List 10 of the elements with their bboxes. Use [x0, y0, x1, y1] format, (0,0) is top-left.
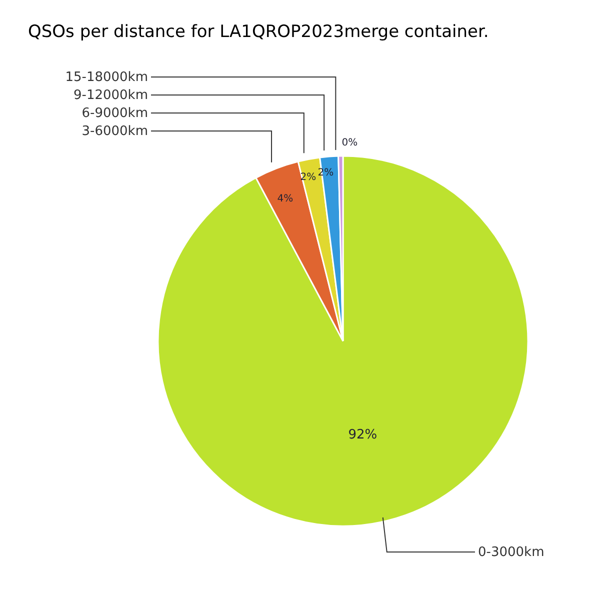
- data-label: 92%: [348, 427, 378, 442]
- slice-label: 15-18000km: [65, 70, 148, 85]
- pie-slice: [157, 155, 529, 526]
- slice-label: 3-6000km: [82, 124, 148, 139]
- slice-label: 6-9000km: [82, 106, 148, 121]
- slice-label: 9-12000km: [73, 88, 148, 103]
- slice-label: 0-3000km: [478, 545, 544, 560]
- chart-title: QSOs per distance for LA1QROP2023merge container.: [27, 21, 490, 44]
- data-label: 0%: [342, 138, 358, 149]
- data-label: 4%: [277, 194, 294, 205]
